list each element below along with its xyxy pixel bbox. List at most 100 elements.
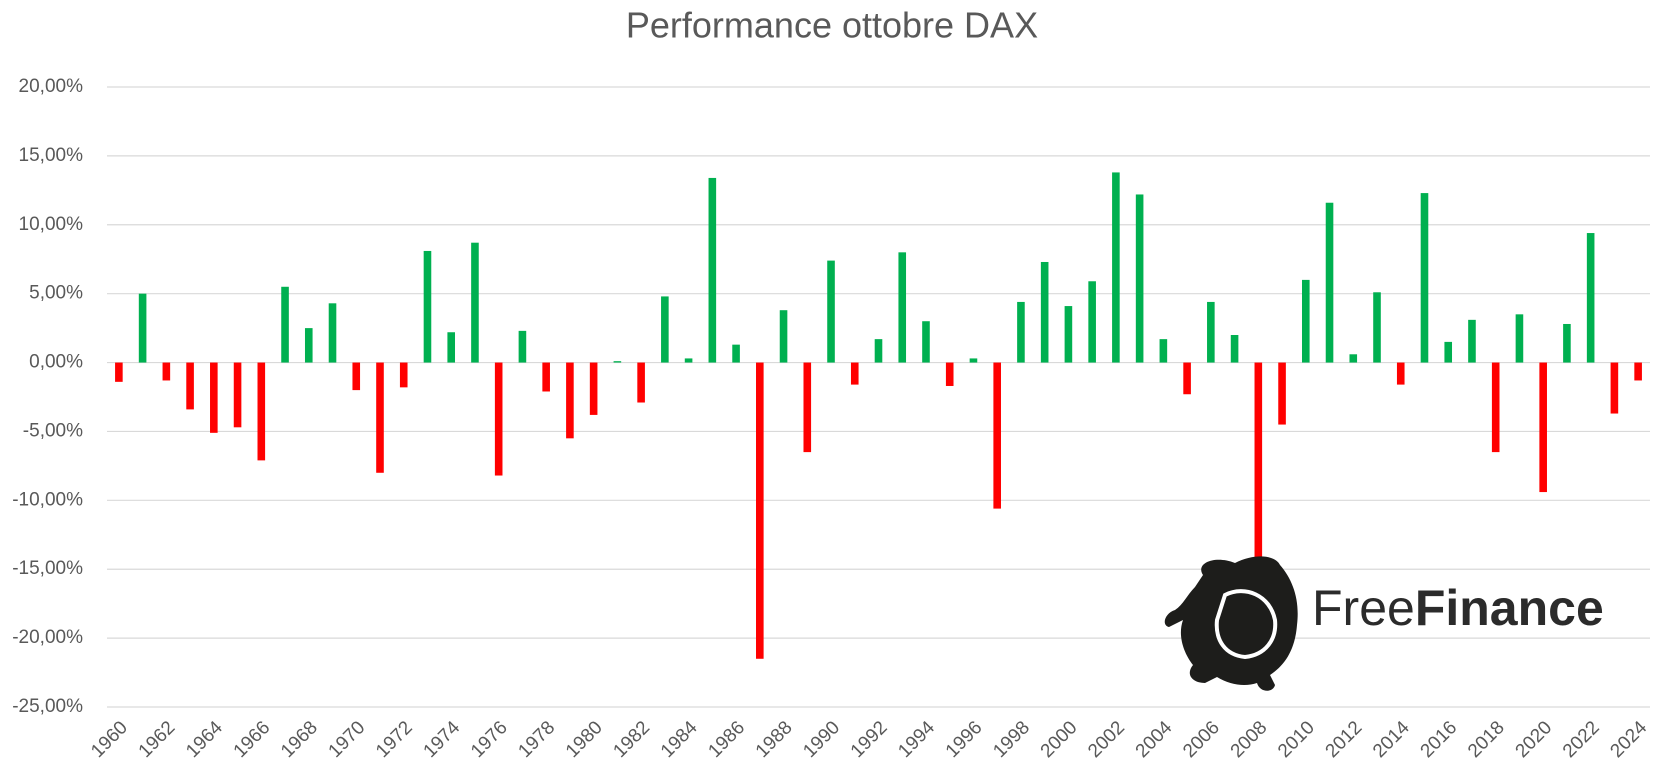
bar — [661, 296, 669, 363]
bar — [1634, 362, 1642, 381]
bar — [1207, 301, 1215, 363]
watermark-bold: Finance — [1415, 580, 1604, 636]
bar — [1064, 306, 1073, 363]
x-tick-label: 1972 — [372, 717, 417, 762]
bar — [328, 303, 337, 363]
bar — [471, 242, 479, 363]
bar — [1278, 362, 1286, 425]
x-tick-label: 2008 — [1227, 717, 1272, 762]
y-tick-label: 10,00% — [19, 214, 84, 235]
x-tick-label: 2010 — [1274, 717, 1319, 762]
bar — [708, 177, 717, 363]
bar — [1301, 279, 1310, 363]
bar — [756, 362, 764, 659]
bar — [1563, 323, 1571, 363]
x-tick-label: 2014 — [1369, 717, 1414, 762]
bar — [1444, 341, 1453, 363]
bar — [494, 362, 503, 476]
x-tick-label: 1990 — [799, 717, 844, 762]
bar — [1539, 362, 1547, 493]
y-tick-label: 15,00% — [19, 145, 84, 166]
bar — [138, 293, 147, 363]
y-tick-label: -15,00% — [12, 558, 83, 579]
y-tick-label: 5,00% — [29, 283, 83, 304]
x-tick-label: 1978 — [514, 717, 559, 762]
x-tick-label: 1986 — [704, 717, 749, 762]
bar — [969, 358, 978, 363]
logo-turtle — [1164, 556, 1298, 691]
x-tick-label: 1996 — [942, 717, 987, 762]
bar — [993, 362, 1001, 509]
bar — [1230, 335, 1239, 363]
bar — [779, 310, 788, 363]
x-tick-label: 2002 — [1084, 717, 1129, 762]
x-tick-label: 1964 — [182, 717, 227, 762]
x-tick-label: 1960 — [87, 717, 132, 762]
bar — [210, 362, 218, 433]
bar — [257, 362, 266, 461]
bar — [399, 362, 408, 388]
x-tick-label: 1988 — [752, 717, 797, 762]
bar — [233, 362, 242, 428]
bar — [1183, 362, 1191, 395]
x-tick-label: 2012 — [1322, 717, 1367, 762]
x-tick-label: 1966 — [230, 717, 275, 762]
bar — [1017, 301, 1025, 363]
bar — [1088, 281, 1096, 363]
bar — [898, 252, 907, 363]
bar — [874, 339, 883, 363]
bar — [1491, 362, 1500, 453]
y-tick-label: 20,00% — [19, 76, 84, 97]
bar — [1349, 354, 1358, 363]
x-tick-label: 1974 — [420, 717, 465, 762]
x-tick-label: 1994 — [894, 717, 939, 762]
x-tick-label: 1970 — [325, 717, 370, 762]
bar — [304, 328, 313, 363]
bar — [1112, 172, 1120, 363]
bar — [1135, 194, 1144, 363]
watermark-light: Free — [1312, 580, 1415, 636]
x-tick-label: 1976 — [467, 717, 512, 762]
x-tick-label: 1984 — [657, 717, 702, 762]
bar — [447, 332, 456, 363]
bar — [423, 250, 432, 363]
bar — [1254, 362, 1263, 563]
bar — [518, 330, 527, 363]
bar — [376, 362, 384, 473]
bar — [281, 286, 289, 363]
bar — [542, 362, 550, 392]
bar — [684, 358, 693, 363]
x-tick-label: 1992 — [847, 717, 892, 762]
bar — [1373, 292, 1381, 363]
bar — [1468, 319, 1476, 363]
bar — [1420, 193, 1429, 363]
bar — [1586, 233, 1595, 363]
chart-title: Performance ottobre DAX — [626, 5, 1038, 46]
x-tick-label: 1982 — [609, 717, 654, 762]
x-tick-label: 2004 — [1132, 717, 1177, 762]
bar — [1325, 202, 1334, 363]
x-tick-label: 1980 — [562, 717, 607, 762]
y-tick-label: 0,00% — [29, 352, 83, 373]
bar — [352, 362, 361, 391]
x-tick-label: 2020 — [1512, 717, 1557, 762]
bar — [1515, 314, 1524, 363]
bar — [613, 361, 622, 363]
x-tick-label: 2000 — [1037, 717, 1082, 762]
x-tick-label: 2024 — [1606, 717, 1651, 762]
bar — [115, 362, 123, 382]
bar — [732, 344, 740, 363]
x-tick-label: 2022 — [1559, 717, 1604, 762]
y-tick-label: -25,00% — [12, 696, 83, 717]
y-tick-label: -20,00% — [12, 627, 83, 648]
bar — [1040, 261, 1049, 363]
y-tick-label: -10,00% — [12, 489, 83, 510]
bar — [1610, 362, 1619, 414]
bar — [1159, 339, 1168, 363]
logo-shell — [1214, 589, 1278, 660]
x-tick-label: 1998 — [989, 717, 1034, 762]
y-tick-label: -5,00% — [23, 420, 83, 441]
bar — [1396, 362, 1405, 385]
bar — [186, 362, 194, 410]
